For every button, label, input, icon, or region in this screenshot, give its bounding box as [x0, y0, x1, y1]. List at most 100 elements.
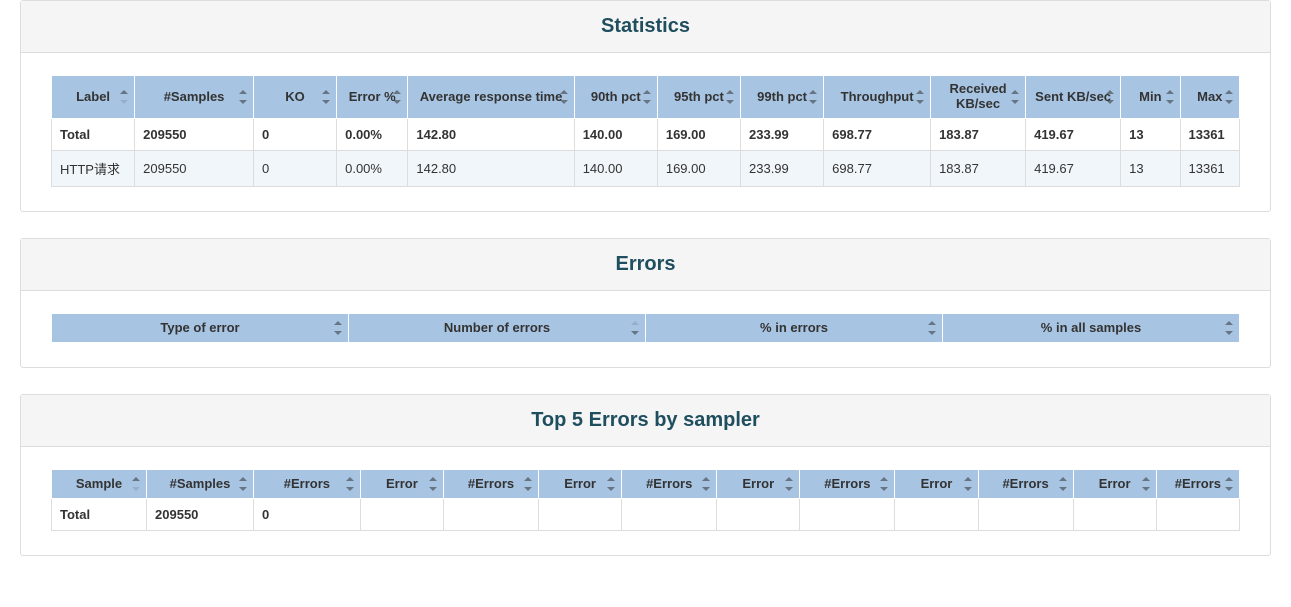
statistics-col-header-label: Label [76, 90, 110, 105]
sort-icon [726, 89, 736, 105]
sort-icon [334, 320, 344, 336]
top5-col-header-label: #Samples [170, 477, 231, 492]
statistics-col-header[interactable]: Received KB/sec [931, 76, 1026, 119]
errors-col-header[interactable]: Number of errors [349, 313, 646, 342]
sort-icon [631, 320, 641, 336]
errors-table: Type of error Number of errors % in errors… [51, 313, 1240, 343]
top5-col-header[interactable]: #Errors [978, 469, 1073, 498]
top5-cell [800, 498, 895, 530]
errors-col-header-label: Type of error [160, 321, 239, 336]
top5-col-header[interactable]: #Samples [147, 469, 254, 498]
statistics-col-header[interactable]: 99th pct [741, 76, 824, 119]
top5-col-header-label: Sample [76, 477, 122, 492]
statistics-col-header-label: Received KB/sec [937, 82, 1019, 112]
top5-cell [1073, 498, 1156, 530]
statistics-col-header[interactable]: Max [1180, 76, 1239, 119]
statistics-col-header[interactable]: Throughput [824, 76, 931, 119]
statistics-col-header[interactable]: Label [52, 76, 135, 119]
statistics-cell: 0 [253, 118, 336, 150]
top5-cell [539, 498, 622, 530]
statistics-col-header-label: Throughput [841, 90, 914, 105]
statistics-col-header[interactable]: Average response time [408, 76, 574, 119]
top5-cell [444, 498, 539, 530]
statistics-col-header-label: Min [1139, 90, 1161, 105]
errors-col-header-label: Number of errors [444, 321, 550, 336]
sort-icon [916, 89, 926, 105]
sort-icon [607, 476, 617, 492]
top5-col-header[interactable]: Error [717, 469, 800, 498]
statistics-col-header[interactable]: #Samples [135, 76, 254, 119]
top5-cell: 209550 [147, 498, 254, 530]
statistics-cell: Total [52, 118, 135, 150]
sort-icon [524, 476, 534, 492]
top5-col-header[interactable]: Error [895, 469, 978, 498]
statistics-cell: 140.00 [574, 118, 657, 150]
sort-icon [702, 476, 712, 492]
statistics-cell: 698.77 [824, 118, 931, 150]
top5-cell [895, 498, 978, 530]
statistics-col-header-label: 95th pct [674, 90, 724, 105]
top5-col-header-label: #Errors [646, 477, 692, 492]
statistics-cell: 183.87 [931, 118, 1026, 150]
sort-icon [785, 476, 795, 492]
top5-col-header[interactable]: Error [539, 469, 622, 498]
top5-panel-heading: Top 5 Errors by sampler [21, 395, 1270, 447]
top5-title: Top 5 Errors by sampler [31, 409, 1260, 432]
top5-col-header-label: Error [1099, 477, 1131, 492]
statistics-col-header-label: Error % [349, 90, 396, 105]
top5-col-header-label: Error [564, 477, 596, 492]
statistics-cell: 698.77 [824, 150, 931, 186]
sort-icon [239, 89, 249, 105]
statistics-table-row: Total20955000.00%142.80140.00169.00233.9… [52, 118, 1240, 150]
statistics-cell: 209550 [135, 118, 254, 150]
statistics-cell: 13361 [1180, 118, 1239, 150]
statistics-col-header[interactable]: Sent KB/sec [1026, 76, 1121, 119]
top5-col-header[interactable]: #Errors [622, 469, 717, 498]
statistics-col-header[interactable]: 95th pct [657, 76, 740, 119]
sort-icon [429, 476, 439, 492]
statistics-col-header[interactable]: Error % [337, 76, 408, 119]
statistics-title: Statistics [31, 15, 1260, 38]
top5-panel: Top 5 Errors by sampler Sample #Samples #E… [20, 394, 1271, 556]
statistics-col-header-label: Average response time [420, 90, 563, 105]
statistics-cell: 0 [253, 150, 336, 186]
statistics-col-header[interactable]: KO [253, 76, 336, 119]
statistics-cell: 419.67 [1026, 150, 1121, 186]
top5-col-header[interactable]: #Errors [253, 469, 360, 498]
errors-col-header[interactable]: % in errors [646, 313, 943, 342]
top5-col-header[interactable]: #Errors [800, 469, 895, 498]
statistics-col-header[interactable]: 90th pct [574, 76, 657, 119]
sort-icon [120, 89, 130, 105]
statistics-cell: 169.00 [657, 150, 740, 186]
errors-panel-heading: Errors [21, 239, 1270, 291]
top5-col-header[interactable]: #Errors [1156, 469, 1239, 498]
statistics-cell: 142.80 [408, 150, 574, 186]
top5-cell [1156, 498, 1239, 530]
statistics-col-header[interactable]: Min [1121, 76, 1180, 119]
top5-col-header-label: #Errors [468, 477, 514, 492]
top5-col-header-label: #Errors [1002, 477, 1048, 492]
top5-col-header[interactable]: Error [360, 469, 443, 498]
top5-col-header[interactable]: Error [1073, 469, 1156, 498]
sort-icon [346, 476, 356, 492]
top5-cell: Total [52, 498, 147, 530]
statistics-table: Label #SamplesKO Error % Average response t… [51, 75, 1240, 187]
sort-icon [322, 89, 332, 105]
top5-cell [978, 498, 1073, 530]
statistics-cell: 0.00% [337, 118, 408, 150]
errors-col-header[interactable]: Type of error [52, 313, 349, 342]
errors-col-header-label: % in errors [760, 321, 828, 336]
top5-col-header[interactable]: Sample [52, 469, 147, 498]
statistics-cell: 0.00% [337, 150, 408, 186]
top5-col-header[interactable]: #Errors [444, 469, 539, 498]
statistics-panel: Statistics Label #SamplesKO Error % Average… [20, 0, 1271, 212]
statistics-cell: 169.00 [657, 118, 740, 150]
statistics-cell: 142.80 [408, 118, 574, 150]
statistics-cell: 233.99 [741, 150, 824, 186]
statistics-cell: 13 [1121, 150, 1180, 186]
top5-cell: 0 [253, 498, 360, 530]
top5-col-header-label: Error [742, 477, 774, 492]
errors-col-header[interactable]: % in all samples [943, 313, 1240, 342]
sort-icon [1059, 476, 1069, 492]
sort-icon [880, 476, 890, 492]
